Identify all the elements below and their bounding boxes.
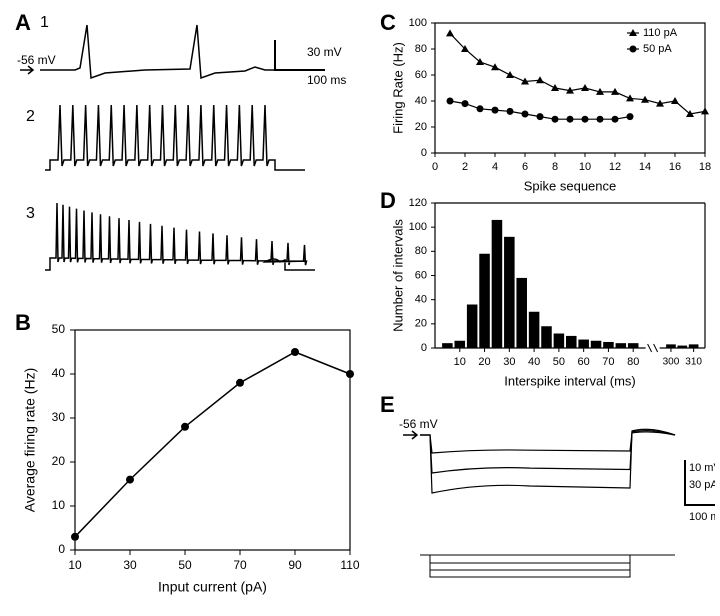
svg-text:Interspike interval (ms): Interspike interval (ms) xyxy=(504,373,635,388)
svg-text:30 pA: 30 pA xyxy=(689,479,715,491)
svg-text:70: 70 xyxy=(602,356,614,368)
svg-text:50: 50 xyxy=(553,356,565,368)
svg-text:310: 310 xyxy=(685,357,702,368)
svg-text:20: 20 xyxy=(415,318,427,330)
svg-text:Spike sequence: Spike sequence xyxy=(524,178,617,193)
svg-text:300: 300 xyxy=(663,357,680,368)
svg-text:40: 40 xyxy=(415,294,427,306)
svg-text:40: 40 xyxy=(528,356,540,368)
svg-text:8: 8 xyxy=(552,161,558,173)
panel-E-traces: -56 mV 10 mV 30 pA 100 ms xyxy=(385,395,715,605)
svg-text:0: 0 xyxy=(58,542,65,556)
panel-A-traces: -56 mV 30 mV 100 ms xyxy=(15,15,365,315)
svg-text:0: 0 xyxy=(421,342,427,354)
svg-text:40: 40 xyxy=(415,95,427,107)
svg-text:60: 60 xyxy=(415,69,427,81)
svg-text:100: 100 xyxy=(409,221,427,233)
svg-text:12: 12 xyxy=(609,161,621,173)
svg-text:110: 110 xyxy=(340,558,359,572)
panel-B-chart: 103050709011001020304050Input current (p… xyxy=(15,320,365,600)
svg-text:4: 4 xyxy=(492,161,498,173)
svg-text:30: 30 xyxy=(503,356,515,368)
svg-text:10 mV: 10 mV xyxy=(689,462,715,474)
svg-text:16: 16 xyxy=(669,161,681,173)
svg-text:30: 30 xyxy=(52,410,66,424)
panel-D-chart: 0 20 40 60 80 100 120 10 20 30 40 50 60 70 80 300 310 Int… xyxy=(385,195,715,390)
svg-text:100: 100 xyxy=(409,17,427,29)
svg-text:2: 2 xyxy=(462,161,468,173)
svg-text:30: 30 xyxy=(123,558,137,572)
svg-text:10: 10 xyxy=(454,356,466,368)
svg-text:110 pA: 110 pA xyxy=(643,27,678,39)
svg-text:80: 80 xyxy=(415,245,427,257)
svg-text:60: 60 xyxy=(415,269,427,281)
svg-text:Number of intervals: Number of intervals xyxy=(390,219,405,332)
svg-text:10: 10 xyxy=(52,498,66,512)
svg-text:-56 mV: -56 mV xyxy=(399,417,438,431)
svg-text:120: 120 xyxy=(409,197,427,209)
panel-C-chart: 0 2 4 6 8 10 12 14 16 18 0 20 40 60 80 100 Spike sequenc… xyxy=(385,15,715,195)
svg-text:80: 80 xyxy=(415,43,427,55)
svg-text:90: 90 xyxy=(288,558,302,572)
svg-text:10: 10 xyxy=(579,161,591,173)
svg-text:0: 0 xyxy=(432,161,438,173)
svg-text:30 mV: 30 mV xyxy=(307,45,342,59)
svg-text:20: 20 xyxy=(478,356,490,368)
svg-text:18: 18 xyxy=(699,161,711,173)
svg-text:0: 0 xyxy=(421,147,427,159)
svg-text:6: 6 xyxy=(522,161,528,173)
svg-text:10: 10 xyxy=(68,558,82,572)
svg-text:60: 60 xyxy=(578,356,590,368)
svg-text:Firing Rate (Hz): Firing Rate (Hz) xyxy=(390,42,405,134)
svg-text:50: 50 xyxy=(178,558,192,572)
svg-text:14: 14 xyxy=(639,161,651,173)
svg-text:100 ms: 100 ms xyxy=(689,511,715,523)
svg-text:100 ms: 100 ms xyxy=(307,73,346,87)
figure-container: A 1 2 3 B C D E -56 mV30 mV100 ms 103050… xyxy=(10,10,710,606)
svg-text:-56 mV: -56 mV xyxy=(17,53,56,67)
svg-text:Input current (pA): Input current (pA) xyxy=(158,579,267,595)
svg-text:80: 80 xyxy=(627,356,639,368)
svg-text:50: 50 xyxy=(52,322,66,336)
svg-text:Average firing rate (Hz): Average firing rate (Hz) xyxy=(22,368,38,512)
svg-text:70: 70 xyxy=(233,558,247,572)
svg-text:50 pA: 50 pA xyxy=(643,43,672,55)
svg-text:20: 20 xyxy=(415,121,427,133)
svg-text:20: 20 xyxy=(52,454,66,468)
svg-text:40: 40 xyxy=(52,366,66,380)
